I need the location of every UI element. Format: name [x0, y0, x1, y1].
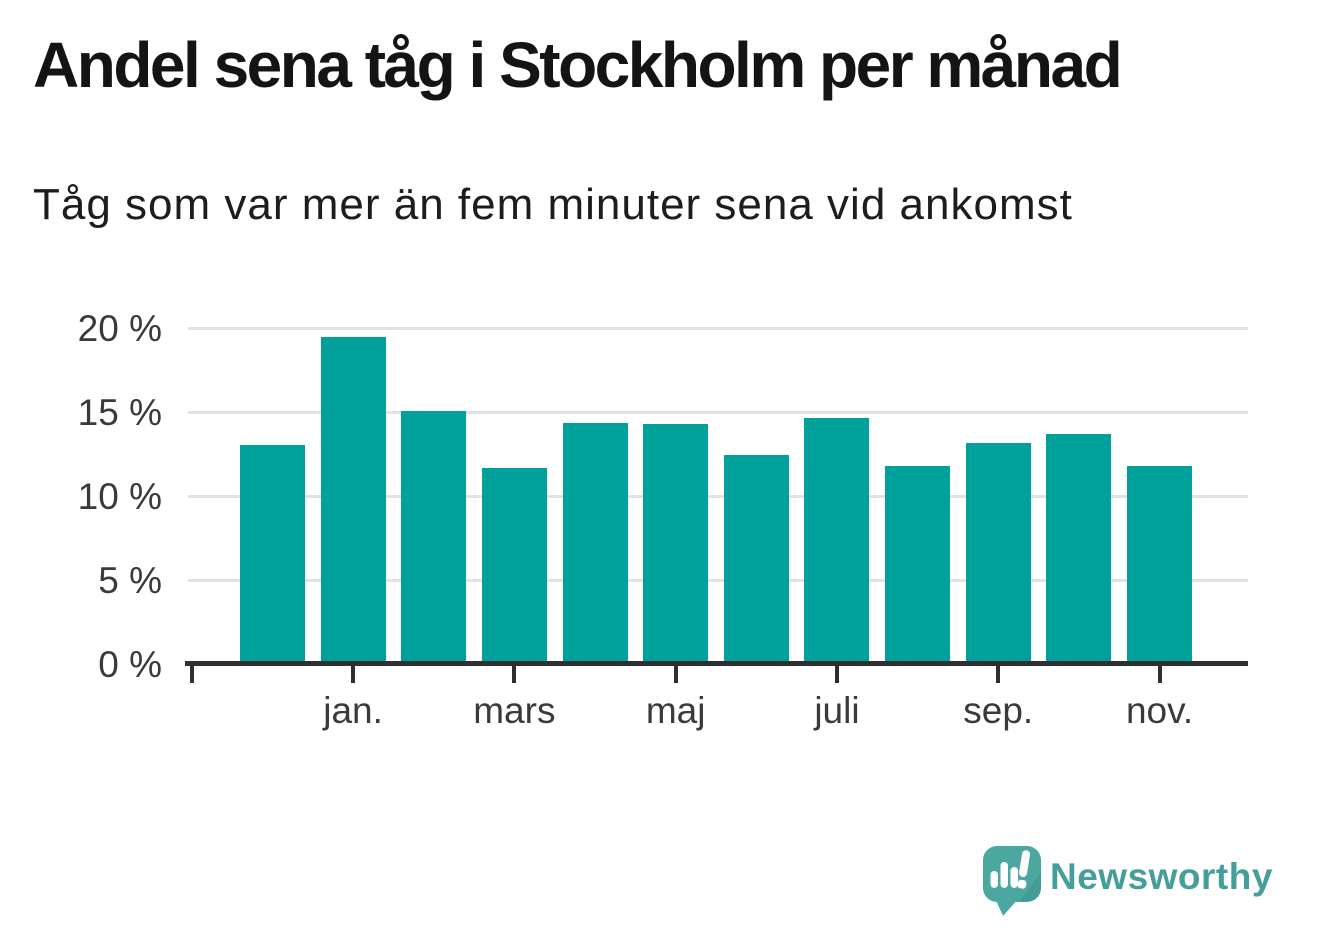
x-axis-label: nov. [1125, 690, 1194, 731]
x-axis-tick [189, 666, 194, 683]
x-axis-tick [351, 666, 356, 683]
x-axis-tick [512, 666, 517, 683]
x-axis-label: juli [814, 690, 860, 731]
bar-4 [481, 468, 547, 665]
bar-1 [239, 444, 305, 665]
x-axis-label: sep. [963, 690, 1034, 731]
x-axis-label: jan. [323, 690, 383, 731]
gridline-10 [188, 495, 1248, 499]
bar-5 [562, 422, 628, 665]
newsworthy-logo-icon [983, 846, 1041, 916]
bar-2 [320, 336, 386, 665]
chart-subtitle: Tåg som var mer än fem minuter sena vid … [33, 180, 1073, 229]
logo-exclamation-icon [1017, 850, 1030, 889]
gridline-15 [188, 411, 1248, 415]
bar-7 [723, 454, 789, 665]
bar-12 [1127, 466, 1193, 665]
y-axis-label: 10 % [77, 475, 162, 517]
bar-10 [965, 442, 1031, 665]
bar-11 [1046, 434, 1112, 665]
x-axis-tick [834, 666, 839, 683]
bar-9 [885, 466, 951, 665]
x-axis-label: mars [473, 690, 556, 731]
bar-3 [401, 410, 467, 665]
y-axis-label: 20 % [77, 307, 162, 349]
x-axis-tick [1157, 666, 1162, 683]
x-axis-label: maj [645, 690, 706, 731]
bar-8 [804, 417, 870, 665]
newsworthy-wordmark: Newsworthy [1050, 856, 1273, 897]
x-axis-tick [673, 666, 678, 683]
y-axis-label: 5 % [98, 559, 162, 601]
gridline-5 [188, 579, 1248, 583]
bar-6 [643, 424, 709, 665]
logo-bar-chart-icon [990, 850, 1030, 889]
chart-title: Andel sena tåg i Stockholm per månad [33, 29, 1123, 101]
x-axis-tick [996, 666, 1001, 683]
y-axis-label: 0 % [98, 644, 162, 685]
newsworthy-branding: Newsworthy [981, 844, 1272, 920]
y-axis-label: 15 % [77, 391, 162, 433]
x-axis-line [185, 661, 1248, 666]
gridline-20 [188, 327, 1248, 330]
